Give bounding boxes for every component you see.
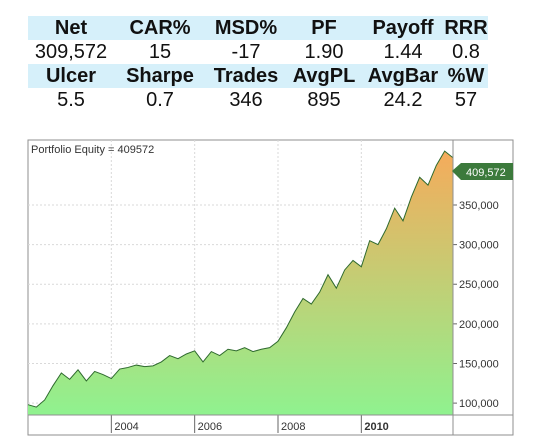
stat-header-cell: CAR% [114, 16, 206, 40]
stat-header-cell: RRR [444, 16, 488, 40]
stat-value-cell: 346 [206, 88, 286, 112]
equity-line [27, 150, 454, 408]
y-tick-label: 150,000 [459, 358, 499, 370]
stat-value-cell: 24.2 [362, 88, 444, 112]
stat-header-cell: AvgPL [286, 64, 362, 88]
stat-header-cell: Net [28, 16, 114, 40]
stats-header-row: Net CAR% MSD% PF Payoff RRR [28, 16, 488, 40]
stat-value-cell: 309,572 [28, 40, 114, 64]
stat-value-cell: -17 [206, 40, 286, 64]
stat-header-cell: Payoff [362, 16, 444, 40]
stat-value-cell: 57 [444, 88, 488, 112]
stat-value-cell: 1.44 [362, 40, 444, 64]
x-tick-label: 2004 [114, 421, 138, 433]
stat-header-cell: MSD% [206, 16, 286, 40]
stat-value-cell: 895 [286, 88, 362, 112]
stat-value-cell: 0.7 [114, 88, 206, 112]
stats-header-row: Ulcer Sharpe Trades AvgPL AvgBar %W [28, 64, 488, 88]
stat-header-cell: Ulcer [28, 64, 114, 88]
stat-value-cell: 5.5 [28, 88, 114, 112]
stats-value-row: 5.5 0.7 346 895 24.2 57 [28, 88, 488, 112]
y-tick-label: 100,000 [459, 398, 499, 410]
stats-table: Net CAR% MSD% PF Payoff RRR 309,572 15 -17 1.90 1.… [28, 16, 488, 112]
y-tick-label: 300,000 [459, 240, 499, 252]
area-layer [27, 150, 454, 416]
equity-area [28, 151, 453, 416]
stat-value-cell: 1.90 [286, 40, 362, 64]
x-tick-label: 2010 [364, 421, 388, 433]
stat-value-cell: 15 [114, 40, 206, 64]
stat-header-cell: Trades [206, 64, 286, 88]
stats-value-row: 309,572 15 -17 1.90 1.44 0.8 [28, 40, 488, 64]
last-value-label: 409,572 [466, 167, 506, 179]
stat-header-cell: Sharpe [114, 64, 206, 88]
stat-header-cell: PF [286, 16, 362, 40]
last-value-marker: 409,572 [452, 163, 513, 180]
x-tick-label: 2006 [198, 421, 222, 433]
chart-title: Portfolio Equity = 409572 [31, 144, 154, 156]
axis-layer: 100,000 150,000 200,000 250,000 300,000 350,0… [28, 140, 513, 435]
y-tick-label: 250,000 [459, 279, 499, 291]
y-tick-label: 200,000 [459, 319, 499, 331]
x-tick-label: 2008 [281, 421, 305, 433]
y-tick-label: 350,000 [459, 200, 499, 212]
stat-header-cell: %W [444, 64, 488, 88]
stat-value-cell: 0.8 [444, 40, 488, 64]
stat-header-cell: AvgBar [362, 64, 444, 88]
